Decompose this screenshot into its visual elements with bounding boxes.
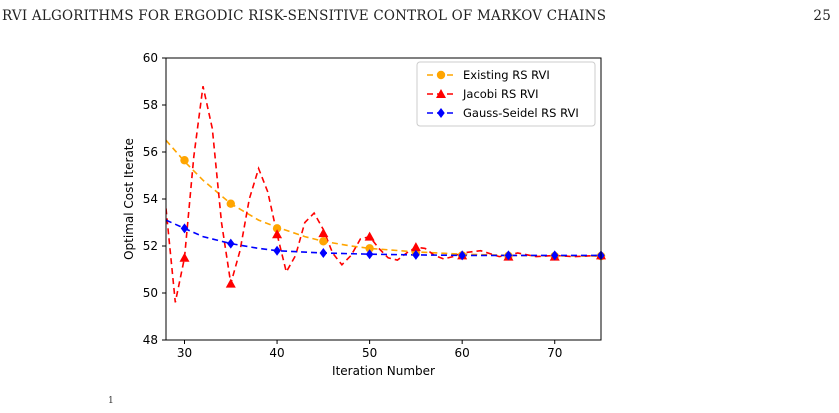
running-title: RVI ALGORITHMS FOR ERGODIC RISK-SENSITIV… (2, 8, 607, 24)
series-line-2 (166, 86, 601, 303)
data-point-series-3 (365, 249, 374, 260)
data-point-series-2 (272, 229, 283, 239)
data-point-series-3 (504, 250, 513, 261)
footnote-mark: 1 (108, 396, 114, 406)
data-point-series-3 (273, 245, 281, 256)
x-axis-label: Iteration Number (332, 364, 435, 378)
data-point-series-2 (318, 228, 329, 238)
y-tick-label: 60 (143, 51, 158, 65)
series-markers (179, 156, 606, 288)
x-tick-label: 60 (455, 346, 470, 360)
data-point-series-1 (365, 244, 374, 253)
y-tick-label: 48 (143, 333, 158, 347)
data-point-series-3 (550, 250, 559, 261)
series-line-1 (166, 139, 601, 257)
x-tick-label: 50 (362, 346, 377, 360)
data-point-series-2 (410, 242, 421, 252)
data-point-series-2 (179, 252, 190, 262)
data-point-series-3 (319, 248, 328, 259)
page-number: 25 (813, 8, 831, 24)
x-tick-label: 40 (269, 346, 284, 360)
legend-marker (436, 89, 446, 98)
data-point-series-3 (458, 250, 466, 261)
x-axis-ticks: 30 40 50 60 70 (177, 340, 562, 360)
data-point-series-3 (227, 238, 235, 249)
data-point-series-2 (364, 231, 375, 241)
x-tick-label: 70 (547, 346, 562, 360)
y-tick-label: 54 (143, 192, 158, 206)
legend-box (416, 61, 596, 127)
data-point-series-1 (226, 199, 235, 208)
legend-marker (437, 108, 445, 118)
running-header: RVI ALGORITHMS FOR ERGODIC RISK-SENSITIV… (0, 8, 839, 28)
y-tick-label: 58 (143, 98, 158, 112)
data-point-series-3 (412, 249, 420, 260)
data-point-series-3 (180, 223, 189, 234)
legend: Existing RS RVI Jacobi RS RVI Gauss-Seidel… (416, 61, 596, 127)
x-tick-label: 30 (177, 346, 192, 360)
legend-label: Gauss-Seidel RS RVI (463, 106, 579, 120)
y-tick-label: 52 (143, 239, 158, 253)
data-point-series-1 (180, 156, 189, 165)
data-point-series-2 (225, 278, 236, 288)
legend-label: Existing RS RVI (463, 68, 550, 82)
data-point-series-1 (319, 237, 328, 246)
legend-marker (436, 70, 446, 80)
y-axis-ticks: 48 50 52 54 56 58 60 (143, 51, 166, 347)
y-tick-label: 50 (143, 286, 158, 300)
y-axis-label: Optimal Cost Iterate (122, 138, 136, 260)
y-tick-label: 56 (143, 145, 158, 159)
legend-label: Jacobi RS RVI (462, 87, 539, 101)
data-point-series-1 (272, 224, 282, 233)
